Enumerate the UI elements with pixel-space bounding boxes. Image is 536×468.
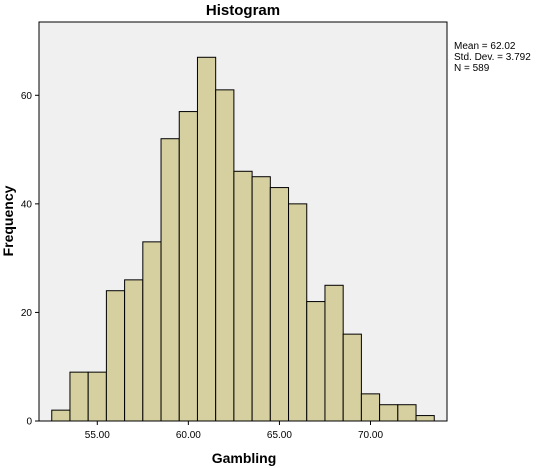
y-tick-label: 40 (21, 199, 33, 210)
y-axis-label: Frequency (0, 185, 16, 256)
stats-box: Mean = 62.02 Std. Dev. = 3.792 N = 589 (454, 41, 531, 74)
histogram-bar (251, 176, 271, 422)
histogram-bar (215, 89, 235, 422)
x-axis: 55.00 60.00 65.00 70.00 (85, 421, 383, 441)
histogram-bar (178, 111, 198, 422)
y-tick-label: 0 (26, 417, 32, 428)
stats-std-dev: Std. Dev. = 3.792 (454, 52, 531, 63)
histogram-bar (397, 404, 417, 422)
histogram-bar (269, 187, 290, 422)
histogram-bar (415, 415, 435, 422)
histogram-bar (69, 371, 89, 422)
histogram-bar (379, 404, 399, 422)
histogram-bar (87, 371, 107, 422)
histogram-bar (51, 409, 71, 422)
chart-title: Histogram (206, 2, 280, 19)
histogram-bar (124, 279, 144, 422)
histogram-bar (233, 170, 253, 422)
stats-mean: Mean = 62.02 (454, 41, 516, 52)
histogram-bar (306, 301, 326, 422)
x-tick-label: 65.00 (267, 430, 292, 441)
x-tick-label: 55.00 (85, 430, 110, 441)
y-axis: 0 20 40 60 (21, 91, 39, 428)
histogram-bar (360, 393, 381, 422)
histogram-bar (342, 333, 362, 422)
histogram-bar (324, 284, 344, 422)
y-tick-label: 60 (21, 91, 33, 102)
x-tick-label: 70.00 (358, 430, 383, 441)
stats-n: N = 589 (454, 63, 490, 74)
bars-group (51, 56, 435, 422)
x-tick-label: 60.00 (176, 430, 201, 441)
histogram-bar (142, 241, 162, 422)
x-axis-label: Gambling (212, 450, 277, 466)
histogram-bar (196, 56, 217, 422)
histogram-bar (288, 203, 308, 422)
histogram-bar (160, 138, 180, 422)
y-tick-label: 20 (21, 308, 33, 319)
histogram-bar (105, 290, 126, 422)
